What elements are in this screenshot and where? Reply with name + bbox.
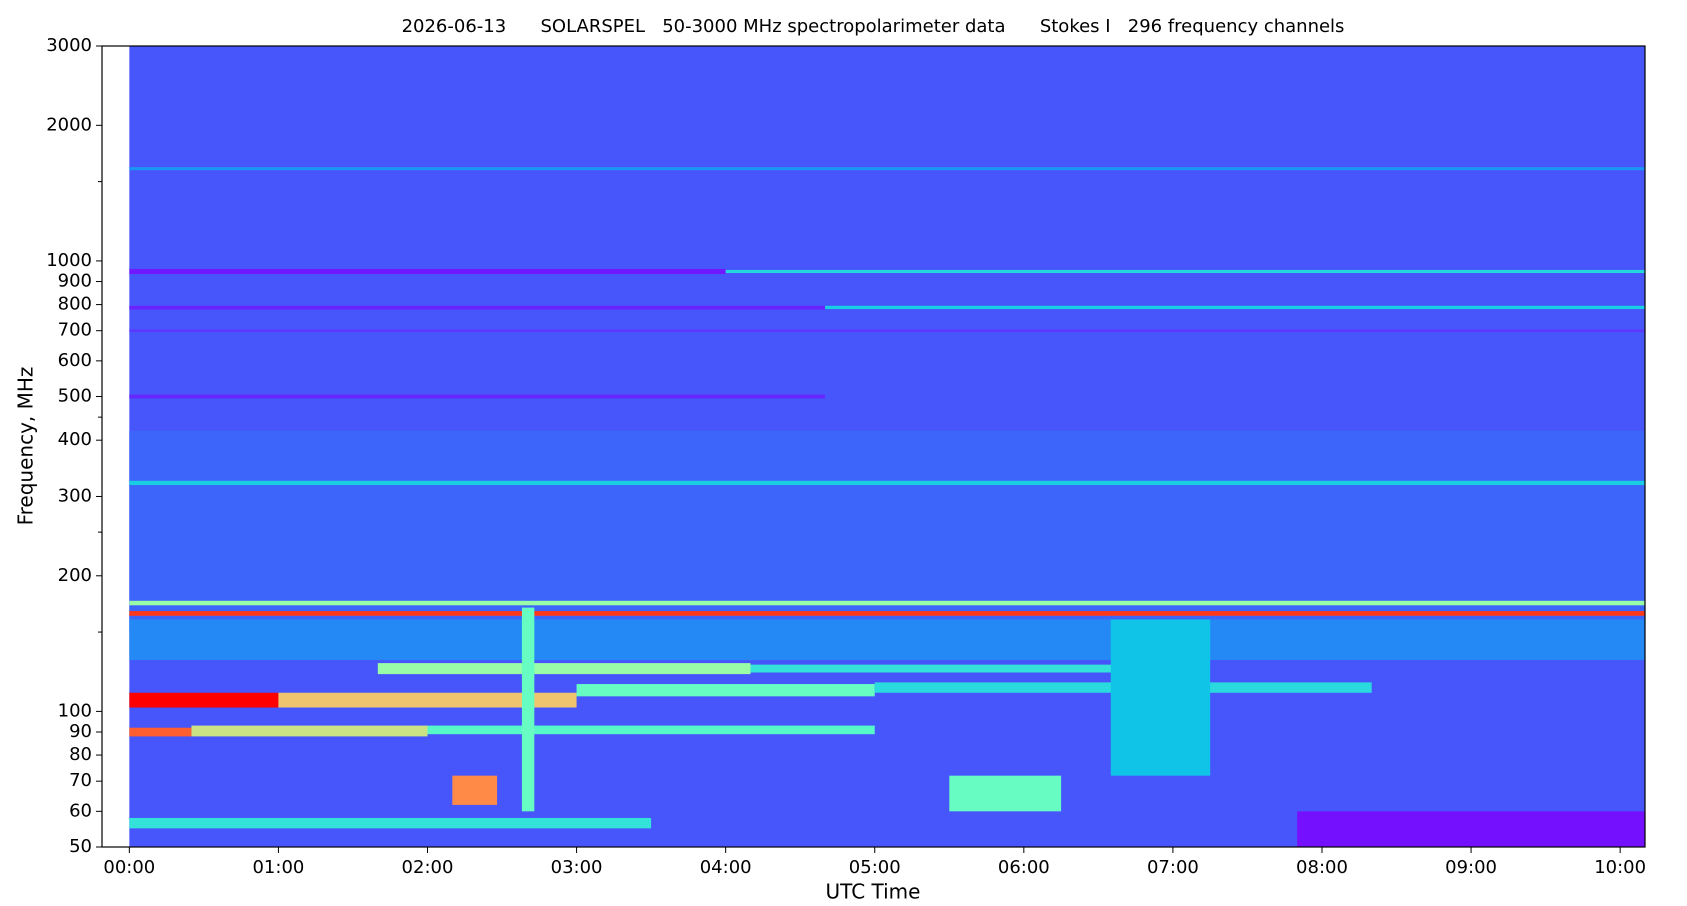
spectral-feature xyxy=(129,329,1645,333)
spectral-feature xyxy=(129,305,826,310)
y-axis-label: Frequency, MHz xyxy=(14,367,38,526)
y-tick-label: 700 xyxy=(58,320,92,341)
x-tick-label: 08:00 xyxy=(1296,857,1348,878)
x-tick-label: 01:00 xyxy=(252,857,304,878)
spectral-feature xyxy=(750,664,1173,673)
spectral-feature xyxy=(129,817,652,829)
spectral-feature xyxy=(825,305,1645,310)
spectral-feature xyxy=(129,600,1645,606)
x-tick-label: 00:00 xyxy=(103,857,155,878)
spectral-feature xyxy=(129,611,1645,616)
spectral-feature xyxy=(1297,811,1645,847)
y-tick-label: 1000 xyxy=(46,250,92,271)
y-tick-label: 600 xyxy=(58,350,92,371)
y-tick-label: 200 xyxy=(58,565,92,586)
spectral-feature xyxy=(129,619,1645,661)
y-tick-label: 500 xyxy=(58,386,92,407)
spectral-feature xyxy=(576,684,875,697)
x-tick-label: 06:00 xyxy=(998,857,1050,878)
plot-area xyxy=(129,46,1645,847)
spectral-feature xyxy=(949,775,1062,812)
spectral-feature xyxy=(129,268,726,275)
spectral-feature xyxy=(191,725,428,737)
x-tick-label: 05:00 xyxy=(849,857,901,878)
x-axis-label: UTC Time xyxy=(826,880,921,904)
chart-title: 2026-06-13 SOLARSPEL 50-3000 MHz spectro… xyxy=(402,16,1345,37)
spectral-feature xyxy=(521,607,535,812)
x-tick-label: 10:00 xyxy=(1594,857,1646,878)
y-tick-label: 90 xyxy=(69,721,92,742)
y-tick-label: 80 xyxy=(69,744,92,765)
spectral-feature xyxy=(129,480,1645,486)
spectral-feature xyxy=(278,692,577,708)
x-tick-label: 09:00 xyxy=(1445,857,1497,878)
x-tick-label: 04:00 xyxy=(700,857,752,878)
y-tick-label: 400 xyxy=(58,429,92,450)
spectral-feature xyxy=(377,663,751,675)
y-tick-label: 2000 xyxy=(46,114,92,135)
x-tick-label: 03:00 xyxy=(551,857,603,878)
y-tick-label: 60 xyxy=(69,800,92,821)
y-tick-label: 100 xyxy=(58,700,92,721)
y-tick-label: 300 xyxy=(58,485,92,506)
spectral-feature xyxy=(427,725,875,735)
spectral-feature xyxy=(129,692,279,708)
spectral-feature xyxy=(1110,619,1211,776)
y-tick-label: 50 xyxy=(69,836,92,857)
spectral-feature xyxy=(129,430,1645,633)
plot-frame xyxy=(101,45,1646,848)
spectral-feature xyxy=(129,394,826,399)
spectral-feature xyxy=(129,167,1645,171)
y-tick-label: 800 xyxy=(58,294,92,315)
spectral-feature xyxy=(129,727,192,737)
spectral-feature xyxy=(725,269,1645,274)
y-tick-label: 900 xyxy=(58,271,92,292)
y-tick-label: 70 xyxy=(69,770,92,791)
y-tick-label: 3000 xyxy=(46,35,92,56)
x-tick-label: 07:00 xyxy=(1147,857,1199,878)
x-tick-label: 02:00 xyxy=(402,857,454,878)
spectral-feature xyxy=(452,775,498,805)
